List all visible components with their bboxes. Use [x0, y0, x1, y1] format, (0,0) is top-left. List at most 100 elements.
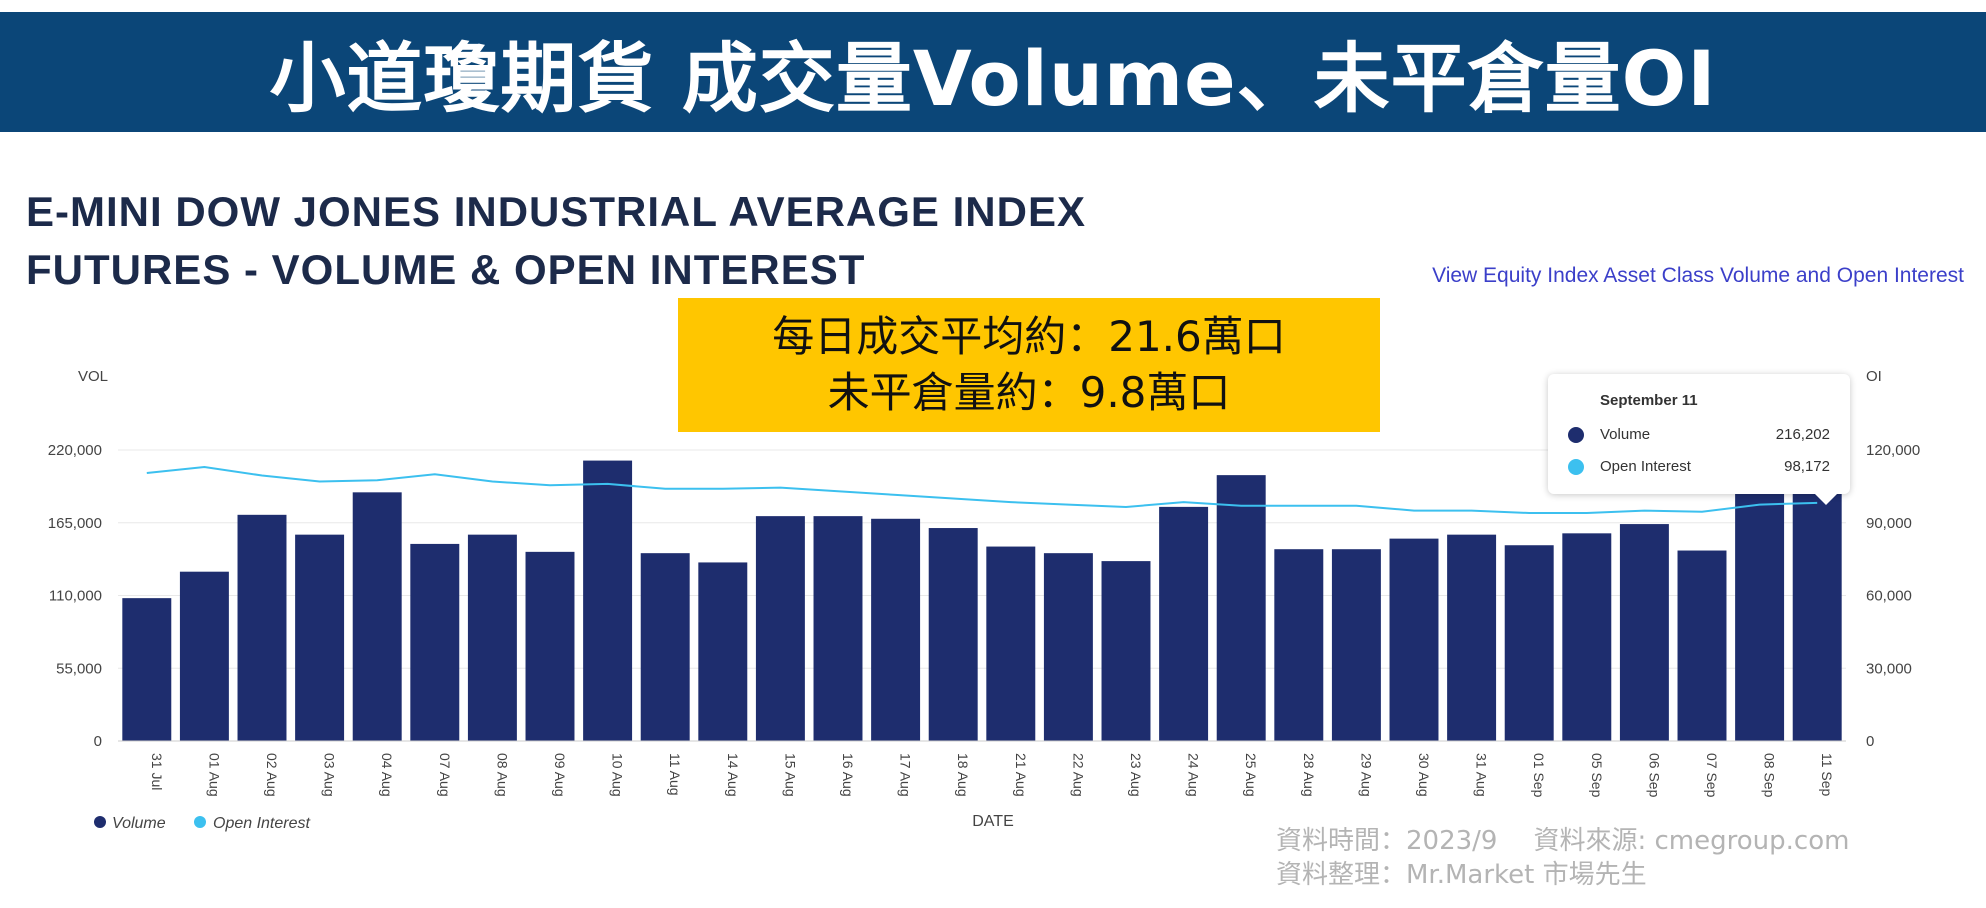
y-right-tick-label: 90,000 — [1866, 515, 1912, 532]
volume-bar — [467, 534, 517, 741]
volume-bar — [1331, 549, 1381, 741]
volume-bar — [1619, 524, 1669, 741]
x-tick-label: 06 Sep — [1646, 753, 1662, 798]
x-tick-label: 10 Aug — [610, 753, 626, 797]
banner-title: 小道瓊期貨 成交量Volume、未平倉量OI — [269, 34, 1717, 123]
volume-bar — [755, 516, 805, 741]
x-tick-label: 05 Sep — [1589, 753, 1605, 798]
x-tick-label: 01 Aug — [206, 753, 222, 797]
volume-bar — [871, 518, 921, 741]
y-left-tick-label: 110,000 — [49, 588, 102, 605]
x-tick-label: 30 Aug — [1416, 753, 1432, 797]
view-asset-class-link[interactable]: View Equity Index Asset Class Volume and… — [1432, 264, 1964, 287]
callout-volume-average: 每日成交平均約：21.6萬口 — [772, 312, 1286, 361]
volume-bar — [640, 553, 690, 741]
x-tick-label: 08 Aug — [494, 753, 510, 797]
volume-bar — [1389, 538, 1439, 741]
x-tick-label: 01 Sep — [1531, 753, 1547, 798]
volume-bar — [1504, 545, 1554, 741]
x-tick-label: 17 Aug — [898, 753, 914, 797]
tooltip-row-volume: Volume 216,202 — [1568, 424, 1830, 446]
tooltip-row-open-interest: Open Interest 98,172 — [1568, 456, 1830, 478]
legend-open-interest-icon — [194, 816, 206, 828]
y-right-tick-label: 0 — [1866, 733, 1874, 750]
y-right-axis-label: OI — [1866, 368, 1882, 385]
volume-bar — [1101, 561, 1151, 741]
x-tick-label: 03 Aug — [322, 753, 338, 797]
y-left-tick-label: 220,000 — [48, 442, 102, 459]
x-tick-label: 15 Aug — [782, 753, 798, 797]
y-right-tick-label: 60,000 — [1866, 588, 1912, 605]
volume-bar — [1562, 533, 1612, 741]
x-tick-label: 28 Aug — [1301, 753, 1317, 797]
source-compiled: 資料整理：Mr.Market 市場先生 — [1276, 860, 1647, 890]
x-tick-label: 14 Aug — [725, 753, 741, 797]
header-banner: 小道瓊期貨 成交量Volume、未平倉量OI — [0, 12, 1986, 132]
volume-bar — [928, 528, 978, 741]
x-tick-label: 09 Aug — [552, 753, 568, 797]
volume-bar — [410, 543, 460, 741]
legend-volume-label: Volume — [112, 815, 166, 832]
volume-dot-icon — [1568, 427, 1584, 443]
x-tick-label: 29 Aug — [1358, 753, 1374, 797]
volume-bar — [1216, 475, 1266, 741]
x-tick-label: 21 Aug — [1013, 753, 1029, 797]
legend-open-interest-label: Open Interest — [213, 815, 311, 832]
chart-tooltip: September 11 Volume 216,202 Open Interes… — [1548, 374, 1850, 494]
x-tick-label: 31 Aug — [1474, 753, 1490, 797]
callout-oi-average: 未平倉量約：9.8萬口 — [827, 368, 1231, 417]
volume-bar — [1043, 553, 1093, 741]
volume-bar — [237, 514, 287, 741]
x-tick-label: 24 Aug — [1186, 753, 1202, 797]
y-left-axis-label: VOL — [78, 368, 108, 385]
y-left-tick-label: 55,000 — [56, 660, 102, 677]
legend-volume-icon — [94, 816, 106, 828]
x-tick-label: 18 Aug — [955, 753, 971, 797]
x-tick-label: 22 Aug — [1070, 753, 1086, 797]
x-tick-label: 07 Aug — [437, 753, 453, 797]
volume-bar — [179, 571, 229, 741]
volume-bar — [352, 492, 402, 741]
y-right-tick-label: 120,000 — [1866, 442, 1920, 459]
tooltip-oi-value: 98,172 — [1784, 458, 1830, 475]
average-callout: 每日成交平均約：21.6萬口 未平倉量約：9.8萬口 — [678, 298, 1380, 432]
x-tick-label: 31 Jul — [149, 753, 165, 790]
open-interest-dot-icon — [1568, 459, 1584, 475]
y-left-tick-label: 0 — [94, 733, 102, 750]
volume-bar — [1447, 534, 1497, 741]
x-tick-label: 02 Aug — [264, 753, 280, 797]
y-left-tick-label: 165,000 — [48, 515, 102, 532]
volume-bar — [1274, 549, 1324, 741]
x-tick-label: 11 Sep — [1819, 753, 1835, 797]
chart-title-line1: E-MINI DOW JONES INDUSTRIAL AVERAGE INDE… — [26, 188, 1086, 235]
y-right-tick-label: 30,000 — [1866, 660, 1912, 677]
source-note: 資料時間：2023/9 資料來源: cmegroup.com 資料整理：Mr.Ma… — [1276, 824, 1849, 892]
volume-bar — [295, 534, 345, 741]
volume-bar — [813, 516, 863, 741]
source-time: 資料時間：2023/9 — [1276, 826, 1498, 856]
tooltip-oi-label: Open Interest — [1600, 458, 1691, 475]
x-tick-label: 23 Aug — [1128, 753, 1144, 797]
x-tick-label: 11 Aug — [667, 753, 683, 796]
chart-title-line2: FUTURES - VOLUME & OPEN INTEREST — [26, 246, 866, 293]
chart-title: E-MINI DOW JONES INDUSTRIAL AVERAGE INDE… — [26, 183, 1086, 299]
volume-bar — [122, 598, 172, 741]
tooltip-volume-value: 216,202 — [1775, 426, 1830, 443]
x-tick-label: 16 Aug — [840, 753, 856, 797]
x-tick-label: 25 Aug — [1243, 753, 1259, 797]
tooltip-volume-label: Volume — [1600, 426, 1651, 443]
volume-bar — [1735, 481, 1785, 741]
volume-bar — [1159, 506, 1209, 741]
tooltip-title: September 11 — [1600, 392, 1698, 409]
volume-bar — [525, 551, 575, 741]
source-origin: 資料來源: cmegroup.com — [1533, 826, 1850, 856]
x-tick-label: 04 Aug — [379, 753, 395, 797]
open-interest-line — [146, 465, 1818, 514]
x-tick-label: 07 Sep — [1704, 753, 1720, 798]
tooltip-caret-icon — [1814, 493, 1838, 505]
x-tick-label: 08 Sep — [1762, 753, 1778, 798]
x-axis-label: DATE — [972, 813, 1013, 830]
volume-bar — [986, 546, 1036, 741]
volume-bar — [698, 562, 748, 741]
volume-bar — [1677, 550, 1727, 741]
